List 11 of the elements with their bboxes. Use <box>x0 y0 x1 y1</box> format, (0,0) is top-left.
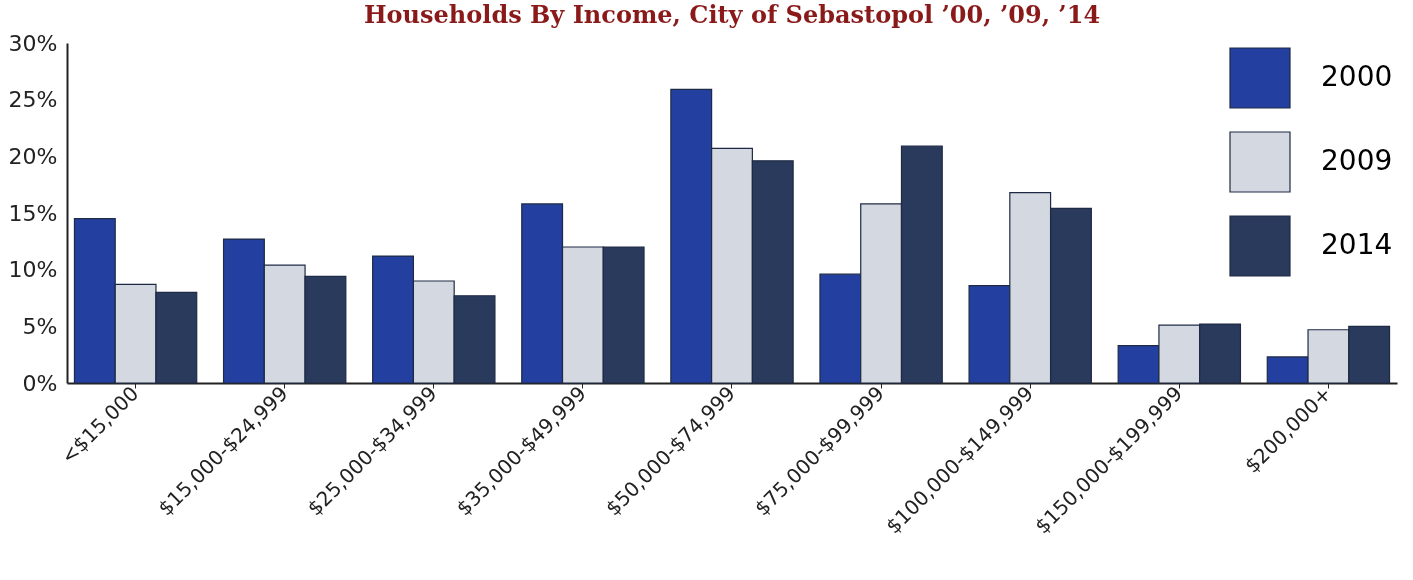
y-tick-label: 5% <box>22 313 58 339</box>
y-tick-label: 15% <box>8 200 58 226</box>
y-tick-label: 20% <box>8 143 58 169</box>
legend-label: 2009 <box>1321 144 1393 177</box>
legend-label: 2014 <box>1321 228 1393 261</box>
legend-label: 2000 <box>1321 60 1393 93</box>
y-tick-label: 0% <box>22 370 58 396</box>
y-tick-label: 25% <box>8 87 58 113</box>
chart-title: Households By Income, City of Sebastopol ’00, ’09, ’14 <box>363 0 1101 29</box>
y-tick-label: 30% <box>8 30 58 56</box>
y-tick-label: 10% <box>8 257 58 283</box>
